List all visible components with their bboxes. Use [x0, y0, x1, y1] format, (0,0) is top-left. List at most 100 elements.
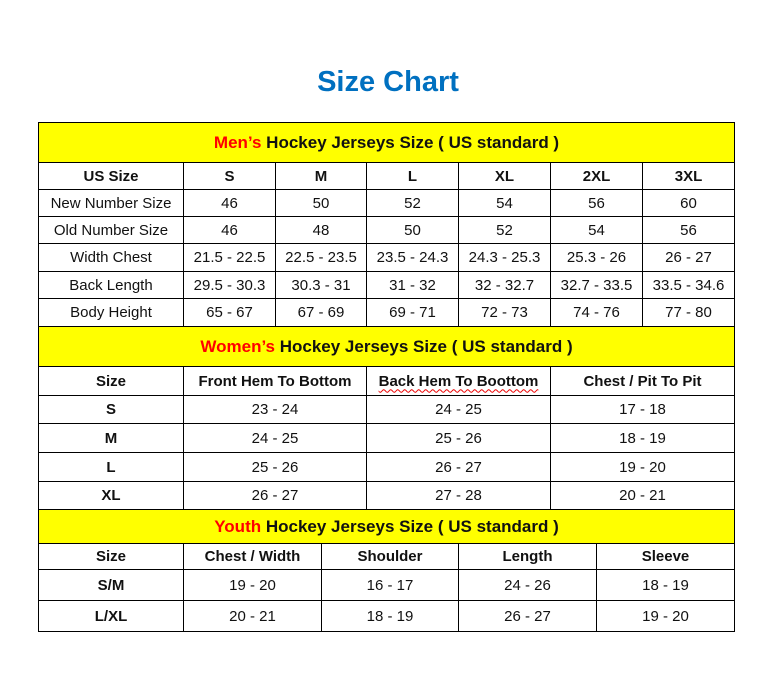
row-label: L/XL — [38, 600, 184, 632]
table-cell: 20 - 21 — [549, 481, 736, 510]
table-cell: 26 - 27 — [183, 481, 367, 510]
table-cell: 19 - 20 — [549, 452, 736, 482]
table-row: L 25 - 26 26 - 27 19 - 20 — [38, 452, 736, 482]
column-header: L — [366, 162, 459, 190]
row-label: Back Length — [38, 271, 184, 299]
table-cell: 74 - 76 — [550, 298, 643, 327]
table-row: Old Number Size 46 48 50 52 54 56 — [38, 216, 736, 244]
column-header: S — [183, 162, 276, 190]
table-cell: 29.5 - 30.3 — [183, 271, 276, 299]
column-header: XL — [458, 162, 551, 190]
table-cell: 46 — [183, 189, 276, 217]
table-cell: 67 - 69 — [275, 298, 367, 327]
table-cell: 60 — [641, 189, 736, 217]
table-cell: 26 - 27 — [366, 452, 551, 482]
section-header-accent: Men’s — [213, 132, 262, 152]
row-label: Body Height — [38, 298, 184, 327]
table-cell: 27 - 28 — [366, 481, 551, 510]
table-cell: 69 - 71 — [366, 298, 459, 327]
row-label: XL — [38, 481, 184, 510]
table-cell: 52 — [366, 189, 459, 217]
table-cell: 20 - 21 — [183, 600, 322, 632]
table-cell: 25.3 - 26 — [550, 243, 643, 272]
table-cell: 72 - 73 — [458, 298, 551, 327]
mens-size-table: Men’s Hockey Jerseys Size ( US standard … — [37, 122, 736, 327]
table-cell: 32 - 32.7 — [458, 271, 551, 299]
table-cell: 18 - 19 — [596, 569, 735, 601]
table-cell: 46 — [183, 216, 276, 244]
table-cell: 23.5 - 24.3 — [366, 243, 459, 272]
table-cell: 50 — [275, 189, 367, 217]
column-header-row: Size Front Hem To Bottom Back Hem To Boott… — [38, 366, 736, 396]
column-header: Length — [458, 543, 597, 570]
row-label: S — [38, 395, 184, 424]
youth-size-table: Youth Hockey Jerseys Size ( US standard … — [38, 509, 735, 632]
column-header: 3XL — [641, 162, 736, 190]
women-section-header: Women’s Hockey Jerseys Size ( US standar… — [37, 326, 736, 367]
column-header-row: Size Chest / Width Shoulder Length Sleeve — [38, 543, 735, 570]
column-header: Back Hem To Boottom — [366, 366, 551, 396]
column-header: Chest / Pit To Pit — [549, 366, 736, 396]
table-cell: 77 - 80 — [641, 298, 736, 327]
row-label: Old Number Size — [38, 216, 184, 244]
table-row: Width Chest 21.5 - 22.5 22.5 - 23.5 23.5 - … — [38, 243, 736, 272]
table-cell: 56 — [550, 189, 643, 217]
table-cell: 25 - 26 — [183, 452, 367, 482]
row-label: New Number Size — [38, 189, 184, 217]
table-cell: 32.7 - 33.5 — [550, 271, 643, 299]
table-cell: 24 - 26 — [458, 569, 597, 601]
table-cell: 24 - 25 — [183, 423, 367, 453]
table-row: XL 26 - 27 27 - 28 20 - 21 — [38, 481, 736, 510]
column-header: US Size — [38, 162, 184, 190]
table-row: M 24 - 25 25 - 26 18 - 19 — [38, 423, 736, 453]
table-cell: 30.3 - 31 — [275, 271, 367, 299]
table-cell: 19 - 20 — [183, 569, 322, 601]
section-header-text: Hockey Jerseys Size ( US standard ) — [275, 336, 573, 356]
table-cell: 26 - 27 — [641, 243, 736, 272]
section-header-text: Hockey Jerseys Size ( US standard ) — [261, 516, 559, 536]
column-header-text: Back Hem To Boottom — [378, 372, 539, 390]
table-cell: 24 - 25 — [366, 395, 551, 424]
table-cell: 16 - 17 — [321, 569, 459, 601]
column-header: Size — [38, 543, 184, 570]
column-header: Shoulder — [321, 543, 459, 570]
table-cell: 18 - 19 — [549, 423, 736, 453]
womens-size-table: Women’s Hockey Jerseys Size ( US standar… — [37, 326, 736, 510]
youth-section-header: Youth Hockey Jerseys Size ( US standard … — [38, 509, 735, 544]
section-header-accent: Youth — [214, 516, 262, 536]
row-label: Width Chest — [38, 243, 184, 272]
table-row: New Number Size 46 50 52 54 56 60 — [38, 189, 736, 217]
table-row: L/XL 20 - 21 18 - 19 26 - 27 19 - 20 — [38, 600, 735, 632]
table-cell: 31 - 32 — [366, 271, 459, 299]
table-cell: 54 — [550, 216, 643, 244]
men-section-header: Men’s Hockey Jerseys Size ( US standard … — [37, 122, 736, 163]
column-header: Front Hem To Bottom — [183, 366, 367, 396]
table-cell: 23 - 24 — [183, 395, 367, 424]
column-header: Chest / Width — [183, 543, 322, 570]
page-title: Size Chart — [317, 66, 459, 98]
table-cell: 48 — [275, 216, 367, 244]
table-cell: 19 - 20 — [596, 600, 735, 632]
row-label: M — [38, 423, 184, 453]
table-cell: 25 - 26 — [366, 423, 551, 453]
column-header-row: US Size S M L XL 2XL 3XL — [38, 162, 736, 190]
column-header: M — [275, 162, 367, 190]
row-label: S/M — [38, 569, 184, 601]
table-row: S 23 - 24 24 - 25 17 - 18 — [38, 395, 736, 424]
section-header-accent: Women’s — [200, 336, 275, 356]
table-row: Body Height 65 - 67 67 - 69 69 - 71 72 - 73 7… — [38, 298, 736, 327]
table-cell: 22.5 - 23.5 — [275, 243, 367, 272]
section-header-text: Hockey Jerseys Size ( US standard ) — [261, 132, 560, 152]
table-cell: 26 - 27 — [458, 600, 597, 632]
table-cell: 52 — [458, 216, 551, 244]
table-cell: 65 - 67 — [183, 298, 276, 327]
table-cell: 18 - 19 — [321, 600, 459, 632]
column-header: Size — [38, 366, 184, 396]
table-row: S/M 19 - 20 16 - 17 24 - 26 18 - 19 — [38, 569, 735, 601]
table-cell: 33.5 - 34.6 — [641, 271, 736, 299]
table-cell: 17 - 18 — [549, 395, 736, 424]
row-label: L — [38, 452, 184, 482]
column-header: Sleeve — [596, 543, 735, 570]
table-cell: 50 — [366, 216, 459, 244]
table-cell: 21.5 - 22.5 — [183, 243, 276, 272]
